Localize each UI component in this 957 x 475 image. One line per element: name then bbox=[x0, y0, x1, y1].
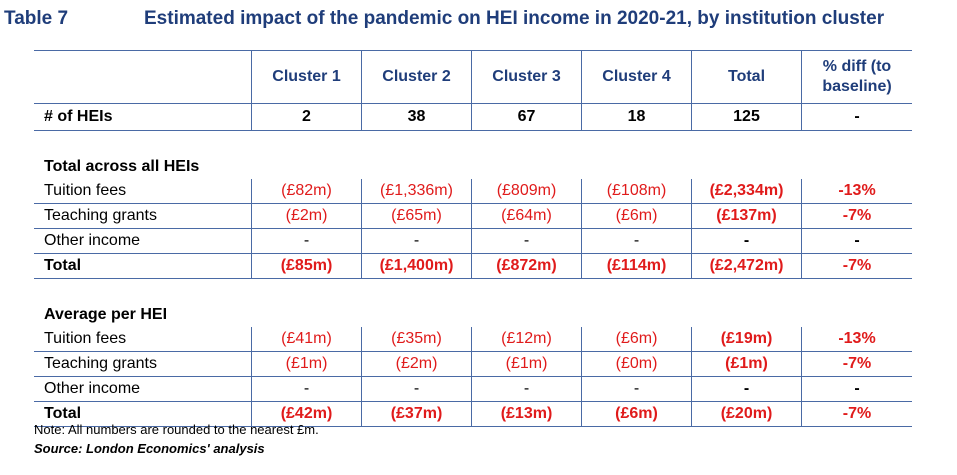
col-cluster-1: Cluster 1 bbox=[251, 50, 362, 104]
col-cluster-4: Cluster 4 bbox=[581, 50, 692, 104]
cell: (£6m) bbox=[581, 401, 692, 427]
cell: - bbox=[581, 376, 692, 402]
section-heading-row: Average per HEI bbox=[34, 303, 912, 327]
col-pct-diff-line2: baseline) bbox=[822, 78, 892, 95]
cell: (£6m) bbox=[581, 327, 692, 352]
col-pct-diff: % diff (to baseline) bbox=[801, 50, 912, 104]
cell: (£1m) bbox=[691, 351, 802, 377]
cell: (£12m) bbox=[471, 327, 582, 352]
cell: - bbox=[801, 228, 912, 254]
cell: 18 bbox=[581, 103, 692, 131]
row-label: # of HEIs bbox=[34, 103, 252, 131]
row-label: Teaching grants bbox=[34, 351, 252, 377]
cell: -13% bbox=[801, 179, 912, 204]
cell: (£2,472m) bbox=[691, 253, 802, 279]
table-row: Tuition fees (£41m) (£35m) (£12m) (£6m) … bbox=[34, 327, 912, 352]
cell: (£872m) bbox=[471, 253, 582, 279]
section-heading: Total across all HEIs bbox=[44, 158, 200, 175]
row-label: Teaching grants bbox=[34, 203, 252, 229]
table-caption: Estimated impact of the pandemic on HEI … bbox=[144, 8, 885, 29]
cell: - bbox=[801, 103, 912, 131]
cell: - bbox=[691, 228, 802, 254]
cell: - bbox=[251, 376, 362, 402]
header-blank bbox=[34, 50, 252, 104]
cell: (£37m) bbox=[361, 401, 472, 427]
cell: (£35m) bbox=[361, 327, 472, 352]
table-row: Other income - - - - - - bbox=[34, 228, 912, 254]
cell: (£2,334m) bbox=[691, 179, 802, 204]
table-source: Source: London Economics' analysis bbox=[34, 441, 265, 456]
cell: - bbox=[471, 228, 582, 254]
cell: (£13m) bbox=[471, 401, 582, 427]
cell: - bbox=[691, 376, 802, 402]
cell: (£82m) bbox=[251, 179, 362, 204]
row-label: Other income bbox=[34, 376, 252, 402]
cell: (£2m) bbox=[361, 351, 472, 377]
section-heading: Average per HEI bbox=[44, 306, 168, 323]
row-label: Tuition fees bbox=[44, 330, 127, 347]
cell: -7% bbox=[801, 253, 912, 279]
col-pct-diff-line1: % diff (to bbox=[822, 58, 892, 75]
cell: (£114m) bbox=[581, 253, 692, 279]
cell: (£42m) bbox=[251, 401, 362, 427]
cell: (£1m) bbox=[251, 351, 362, 377]
cell: 38 bbox=[361, 103, 472, 131]
table-row: Tuition fees (£82m) (£1,336m) (£809m) (£… bbox=[34, 179, 912, 204]
col-cluster-3: Cluster 3 bbox=[471, 50, 582, 104]
table-note: Note: All numbers are rounded to the nea… bbox=[34, 422, 319, 437]
heis-row: # of HEIs 2 38 67 18 125 - bbox=[34, 103, 912, 131]
header-row: Cluster 1 Cluster 2 Cluster 3 Cluster 4 … bbox=[34, 50, 912, 104]
cell: - bbox=[361, 376, 472, 402]
cell: - bbox=[801, 376, 912, 402]
section-heading-row: Total across all HEIs bbox=[34, 155, 912, 179]
cell: (£108m) bbox=[581, 179, 692, 204]
row-label: Other income bbox=[34, 228, 252, 254]
cell: -7% bbox=[801, 401, 912, 427]
cell: (£20m) bbox=[691, 401, 802, 427]
row-label: Total bbox=[34, 253, 252, 279]
cell: (£809m) bbox=[471, 179, 582, 204]
cell: (£1m) bbox=[471, 351, 582, 377]
cell: -7% bbox=[801, 203, 912, 229]
cell: - bbox=[361, 228, 472, 254]
cell: -7% bbox=[801, 351, 912, 377]
cell: (£65m) bbox=[361, 203, 472, 229]
cell: (£137m) bbox=[691, 203, 802, 229]
cell: - bbox=[581, 228, 692, 254]
table-row: Other income - - - - - - bbox=[34, 376, 912, 402]
cell: - bbox=[471, 376, 582, 402]
cell: (£0m) bbox=[581, 351, 692, 377]
impact-table: Cluster 1 Cluster 2 Cluster 3 Cluster 4 … bbox=[34, 50, 912, 427]
table-row: Teaching grants (£1m) (£2m) (£1m) (£0m) … bbox=[34, 351, 912, 377]
row-label: Total bbox=[34, 401, 252, 427]
table-number: Table 7 bbox=[4, 8, 69, 29]
cell: 67 bbox=[471, 103, 582, 131]
col-total: Total bbox=[691, 50, 802, 104]
cell: 2 bbox=[251, 103, 362, 131]
cell: (£1,400m) bbox=[361, 253, 472, 279]
cell: -13% bbox=[801, 327, 912, 352]
cell: (£1,336m) bbox=[361, 179, 472, 204]
cell: (£41m) bbox=[251, 327, 362, 352]
cell: (£6m) bbox=[581, 203, 692, 229]
cell: (£85m) bbox=[251, 253, 362, 279]
total-row: Total (£42m) (£37m) (£13m) (£6m) (£20m) … bbox=[34, 401, 912, 427]
cell: (£64m) bbox=[471, 203, 582, 229]
cell: 125 bbox=[691, 103, 802, 131]
table-row: Teaching grants (£2m) (£65m) (£64m) (£6m… bbox=[34, 203, 912, 229]
row-label: Tuition fees bbox=[44, 182, 127, 199]
cell: (£2m) bbox=[251, 203, 362, 229]
cell: (£19m) bbox=[691, 327, 802, 352]
total-row: Total (£85m) (£1,400m) (£872m) (£114m) (… bbox=[34, 253, 912, 279]
cell: - bbox=[251, 228, 362, 254]
col-cluster-2: Cluster 2 bbox=[361, 50, 472, 104]
